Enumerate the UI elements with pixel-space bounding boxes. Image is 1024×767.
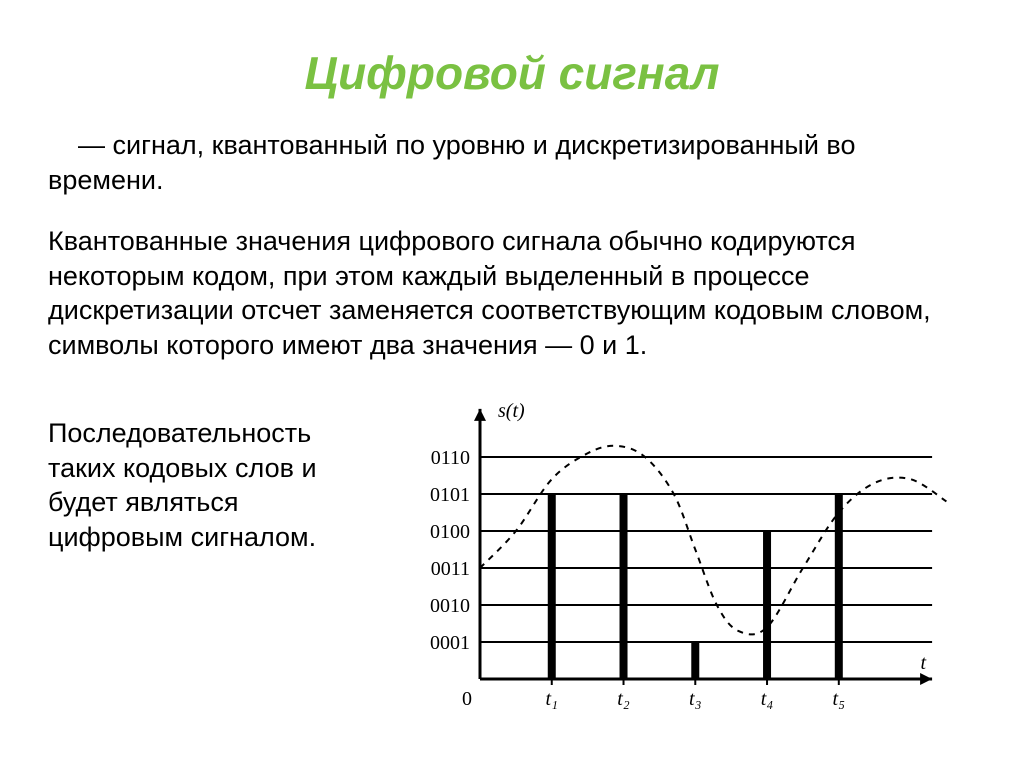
- svg-text:0100: 0100: [430, 521, 470, 543]
- slide-title: Цифровой сигнал: [48, 46, 976, 100]
- svg-text:t₄: t₄: [761, 688, 774, 710]
- svg-text:s(t): s(t): [498, 400, 525, 422]
- signal-chart-svg: 0001 0010 0011 0100 0101 0110 t₁ t₂ t₃ t₄ t₅ s(t) t 0: [370, 389, 970, 719]
- bottom-row: Последовательность таких кодовых слов и …: [48, 389, 976, 719]
- paragraph-definition: — сигнал, квантованный по уровню и дискр…: [48, 128, 976, 197]
- paragraph-sequence: Последовательность таких кодовых слов и …: [48, 416, 358, 554]
- svg-text:0110: 0110: [431, 447, 470, 469]
- svg-text:0101: 0101: [430, 484, 470, 506]
- left-column: Последовательность таких кодовых слов и …: [48, 389, 370, 581]
- svg-text:t₃: t₃: [689, 688, 702, 710]
- svg-text:0: 0: [462, 688, 472, 710]
- svg-text:0011: 0011: [431, 558, 470, 580]
- paragraph-coding: Квантованные значения цифрового сигнала …: [48, 224, 976, 362]
- svg-text:0001: 0001: [430, 632, 470, 654]
- svg-text:0010: 0010: [430, 595, 470, 617]
- svg-text:t₅: t₅: [833, 688, 846, 710]
- signal-chart: 0001 0010 0011 0100 0101 0110 t₁ t₂ t₃ t₄ t₅ s(t) t 0: [370, 389, 970, 719]
- svg-text:t₂: t₂: [617, 688, 630, 710]
- slide: Цифровой сигнал — сигнал, квантованный п…: [0, 0, 1024, 767]
- svg-text:t: t: [921, 652, 927, 674]
- svg-text:t₁: t₁: [546, 688, 559, 710]
